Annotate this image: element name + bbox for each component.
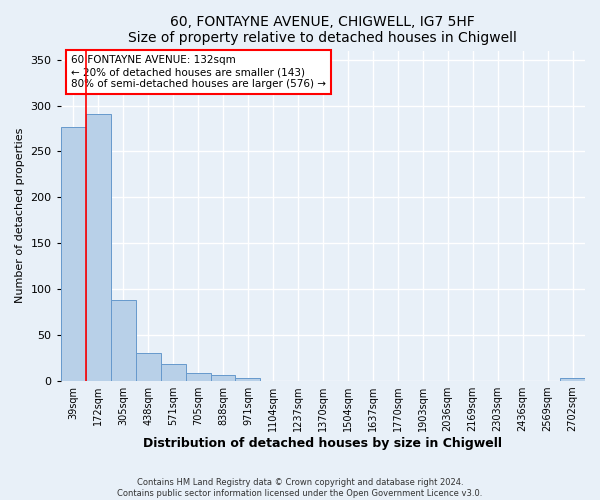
Bar	[86, 114, 110, 381]
X-axis label: Distribution of detached houses by size in Chigwell: Distribution of detached houses by size …	[143, 437, 502, 450]
Bar	[110, 300, 136, 381]
Text: 60 FONTAYNE AVENUE: 132sqm
← 20% of detached houses are smaller (143)
80% of sem: 60 FONTAYNE AVENUE: 132sqm ← 20% of deta…	[71, 56, 326, 88]
Title: 60, FONTAYNE AVENUE, CHIGWELL, IG7 5HF
Size of property relative to detached hou: 60, FONTAYNE AVENUE, CHIGWELL, IG7 5HF S…	[128, 15, 517, 45]
Bar	[161, 364, 185, 381]
Bar	[136, 354, 161, 381]
Bar	[61, 126, 86, 381]
Text: Contains HM Land Registry data © Crown copyright and database right 2024.
Contai: Contains HM Land Registry data © Crown c…	[118, 478, 482, 498]
Bar	[211, 376, 235, 381]
Bar	[185, 372, 211, 381]
Y-axis label: Number of detached properties: Number of detached properties	[15, 128, 25, 304]
Bar	[560, 378, 585, 381]
Bar	[235, 378, 260, 381]
